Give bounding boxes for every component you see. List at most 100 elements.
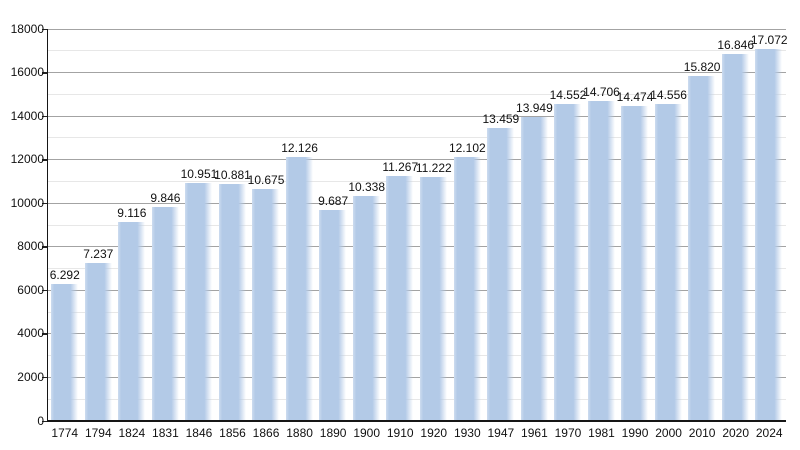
bar xyxy=(285,156,313,421)
y-axis-tick xyxy=(42,159,47,161)
bar-value-label: 10.675 xyxy=(247,172,285,187)
gridline-major xyxy=(48,159,786,161)
x-tick-label: 1920 xyxy=(420,426,448,440)
y-axis-line xyxy=(46,29,49,422)
gridline-major xyxy=(48,333,786,335)
gridline-major xyxy=(48,202,786,204)
bar-value-label: 10.881 xyxy=(214,168,251,183)
bar-value-label: 10.338 xyxy=(348,179,386,194)
bar xyxy=(420,176,447,421)
bar xyxy=(84,263,112,421)
gridline-minor xyxy=(48,355,786,357)
gridline-minor xyxy=(48,93,786,95)
y-tick-label: 18000 xyxy=(10,21,44,36)
x-tick-label: 1774 xyxy=(51,426,79,440)
x-tick-label: 1890 xyxy=(319,426,347,440)
bar xyxy=(587,100,615,421)
y-tick-label: 10000 xyxy=(10,195,44,210)
bar xyxy=(386,175,414,421)
x-tick-label: 2020 xyxy=(722,426,750,440)
x-tick-label: 2010 xyxy=(688,426,716,440)
x-tick-label: 1900 xyxy=(353,426,381,440)
bar xyxy=(151,206,179,421)
y-tick-label: 12000 xyxy=(10,152,44,167)
x-tick-label: 1930 xyxy=(453,426,481,440)
y-tick-label: 8000 xyxy=(17,239,44,254)
y-axis-tick xyxy=(42,289,47,292)
bar xyxy=(252,188,280,421)
y-axis-tick xyxy=(42,246,47,248)
y-axis-tick xyxy=(42,420,47,422)
bar-value-label: 7.237 xyxy=(83,247,114,262)
x-tick-label: 1910 xyxy=(386,426,414,440)
gridline-minor xyxy=(48,137,786,139)
bar-value-label: 13.949 xyxy=(516,101,553,116)
gridline-major xyxy=(48,289,786,291)
bar xyxy=(118,222,146,421)
bar-value-label: 14.474 xyxy=(616,89,654,104)
x-tick-label: 1981 xyxy=(588,426,615,440)
bar xyxy=(319,210,347,421)
gridline-minor xyxy=(48,268,786,270)
bar-value-label: 15.820 xyxy=(683,60,721,75)
bar-value-label: 11.267 xyxy=(382,159,419,174)
bar xyxy=(185,182,213,421)
gridline-major xyxy=(48,28,786,30)
y-tick-label: 2000 xyxy=(17,369,44,384)
y-tick-label: 16000 xyxy=(10,65,44,80)
x-tick-label: 1856 xyxy=(219,426,246,440)
gridline-minor xyxy=(48,180,786,182)
x-tick-label: 1880 xyxy=(286,426,313,440)
bar-value-label: 9.846 xyxy=(150,190,181,205)
bar xyxy=(218,184,246,421)
gridline-minor xyxy=(48,50,786,52)
gridline-major xyxy=(48,376,786,378)
bar-value-label: 12.126 xyxy=(281,140,318,155)
gridline-minor xyxy=(48,311,786,313)
bar xyxy=(487,127,515,421)
y-tick-label: 0 xyxy=(37,413,44,428)
gridline-minor xyxy=(48,398,786,400)
y-axis-tick xyxy=(42,333,47,335)
y-axis-tick xyxy=(42,202,47,205)
bar-value-label: 13.459 xyxy=(482,111,520,126)
bar-value-label: 12.102 xyxy=(448,141,486,156)
x-tick-label: 2024 xyxy=(755,426,783,440)
x-tick-label: 1990 xyxy=(621,426,649,440)
bar-value-label: 14.706 xyxy=(583,84,620,99)
bar xyxy=(51,283,78,421)
bar-value-label: 14.552 xyxy=(549,88,587,103)
y-tick-label: 6000 xyxy=(17,282,44,297)
y-axis-tick xyxy=(42,28,47,30)
x-tick-label: 1824 xyxy=(118,426,146,440)
x-tick-label: 2000 xyxy=(655,426,682,440)
y-tick-label: 4000 xyxy=(17,326,44,341)
bar-value-label: 14.556 xyxy=(650,88,687,102)
bar-value-label: 9.116 xyxy=(117,206,147,221)
bar-value-label: 9.687 xyxy=(318,194,349,209)
y-axis-tick xyxy=(42,376,47,379)
bar-value-label: 10.951 xyxy=(180,166,218,181)
bar xyxy=(721,54,749,421)
y-tick-label: 14000 xyxy=(10,108,44,123)
x-tick-label: 1947 xyxy=(487,426,515,440)
bar xyxy=(688,76,716,421)
x-axis-line xyxy=(46,420,786,422)
gridline-minor xyxy=(48,224,786,226)
gridline-major xyxy=(48,246,786,248)
x-tick-label: 1846 xyxy=(185,426,213,440)
bar-value-label: 6.292 xyxy=(49,267,80,282)
bar xyxy=(621,105,649,421)
bar xyxy=(520,117,548,421)
bar-value-label: 11.222 xyxy=(415,160,452,175)
y-axis-tick xyxy=(42,115,47,118)
bar-value-label: 17.072 xyxy=(750,33,788,48)
gridline-major xyxy=(48,115,786,117)
bar-value-label: 16.846 xyxy=(717,38,755,53)
x-tick-label: 1961 xyxy=(521,426,548,440)
bar xyxy=(453,157,481,421)
x-tick-label: 1866 xyxy=(252,426,280,440)
y-axis-tick xyxy=(42,72,47,74)
x-tick-label: 1794 xyxy=(84,426,112,440)
